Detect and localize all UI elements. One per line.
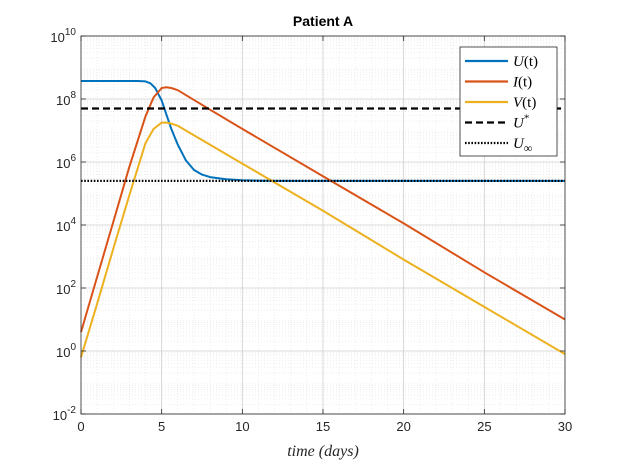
- y-tick-label: 102: [56, 279, 76, 297]
- legend-label: U∞: [513, 136, 532, 155]
- y-tick-label: 106: [56, 153, 76, 171]
- x-tick-label: 20: [396, 419, 410, 434]
- x-tick-label: 10: [235, 419, 249, 434]
- y-tick-label: 104: [56, 216, 76, 234]
- grid-lines: [81, 35, 565, 415]
- x-tick-label: 15: [316, 419, 330, 434]
- y-tick-label: 108: [56, 90, 76, 108]
- y-tick-label: 10-2: [53, 405, 77, 423]
- y-tick-label: 1010: [50, 27, 76, 45]
- x-tick-label: 0: [77, 419, 84, 434]
- legend: U(t) I(t) V(t) U* U∞: [459, 46, 558, 157]
- legend-label: I(t): [512, 75, 532, 91]
- x-axis-ticks: 0 5 10 15 20 25 30: [77, 36, 572, 434]
- chart-title: Patient A: [293, 13, 353, 29]
- y-tick-label: 100: [56, 342, 76, 360]
- legend-label: V(t): [513, 95, 536, 111]
- legend-label: U*: [513, 113, 529, 132]
- x-axis-label: time (days): [287, 443, 359, 460]
- x-tick-label: 25: [477, 419, 491, 434]
- x-tick-label: 30: [558, 419, 572, 434]
- series-line-2: [80, 86, 566, 333]
- series-line-3: [80, 121, 566, 358]
- series-lines: [80, 80, 566, 358]
- legend-label: U(t): [513, 54, 538, 70]
- x-tick-label: 5: [158, 419, 165, 434]
- y-axis-ticks: 10-2 100 102 104 106 108 1010: [50, 27, 565, 423]
